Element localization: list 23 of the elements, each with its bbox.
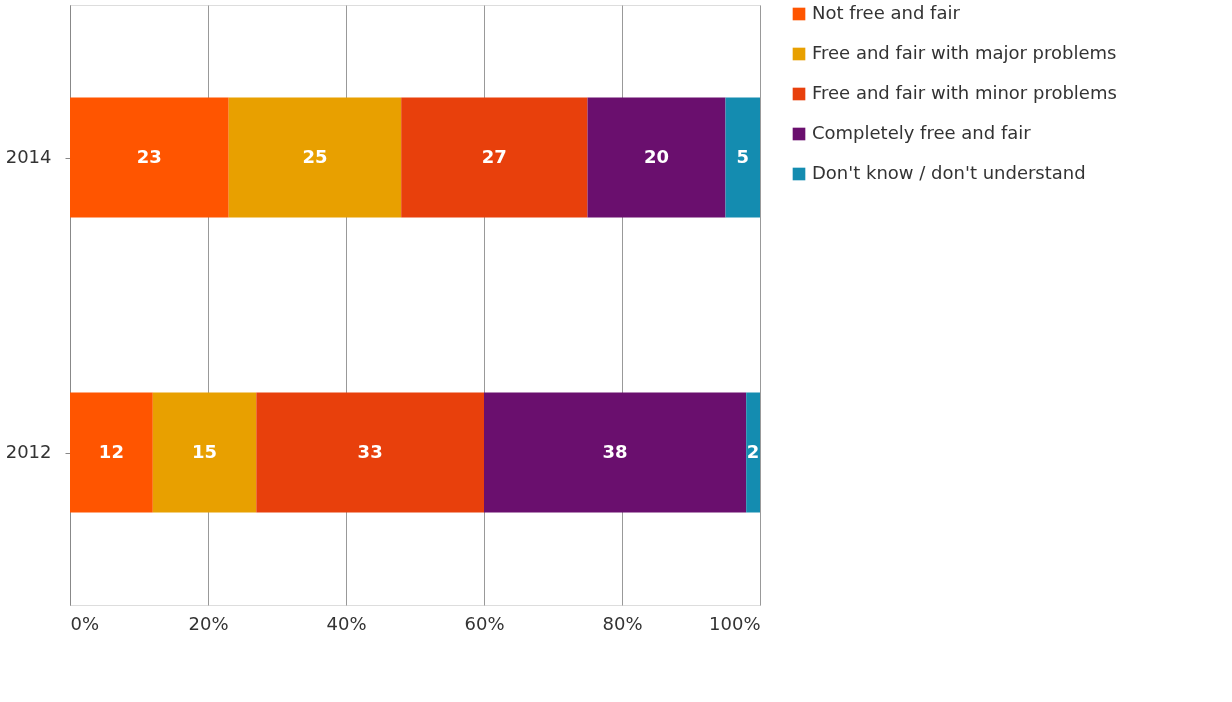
data-label: 15 [192, 440, 218, 462]
data-label: 27 [481, 145, 507, 167]
legend-label: Free and fair with major problems [812, 42, 1117, 63]
data-label: 33 [357, 440, 383, 462]
x-tick-label: 60% [464, 612, 505, 634]
legend-label: Not free and fair [812, 2, 961, 23]
x-tick-label: 100% [709, 612, 761, 634]
data-label: 12 [98, 440, 124, 462]
y-tick-label: 2014 [5, 146, 52, 167]
y-tick-label: 2012 [5, 441, 52, 462]
data-label: 2 [746, 440, 760, 462]
x-tick-label: 20% [188, 612, 229, 634]
x-tick-label: 80% [602, 612, 643, 634]
x-tick-label: 40% [326, 612, 367, 634]
data-label: 25 [302, 145, 328, 167]
data-label: 23 [136, 145, 162, 167]
data-label: 5 [736, 145, 750, 167]
legend-label: Free and fair with minor problems [812, 82, 1117, 103]
data-label: 20 [643, 145, 670, 167]
data-label: 38 [602, 440, 628, 462]
legend-label: Completely free and fair [812, 122, 1032, 143]
legend-label: Don't know / don't understand [812, 162, 1086, 183]
x-tick-label: 0% [70, 612, 100, 634]
